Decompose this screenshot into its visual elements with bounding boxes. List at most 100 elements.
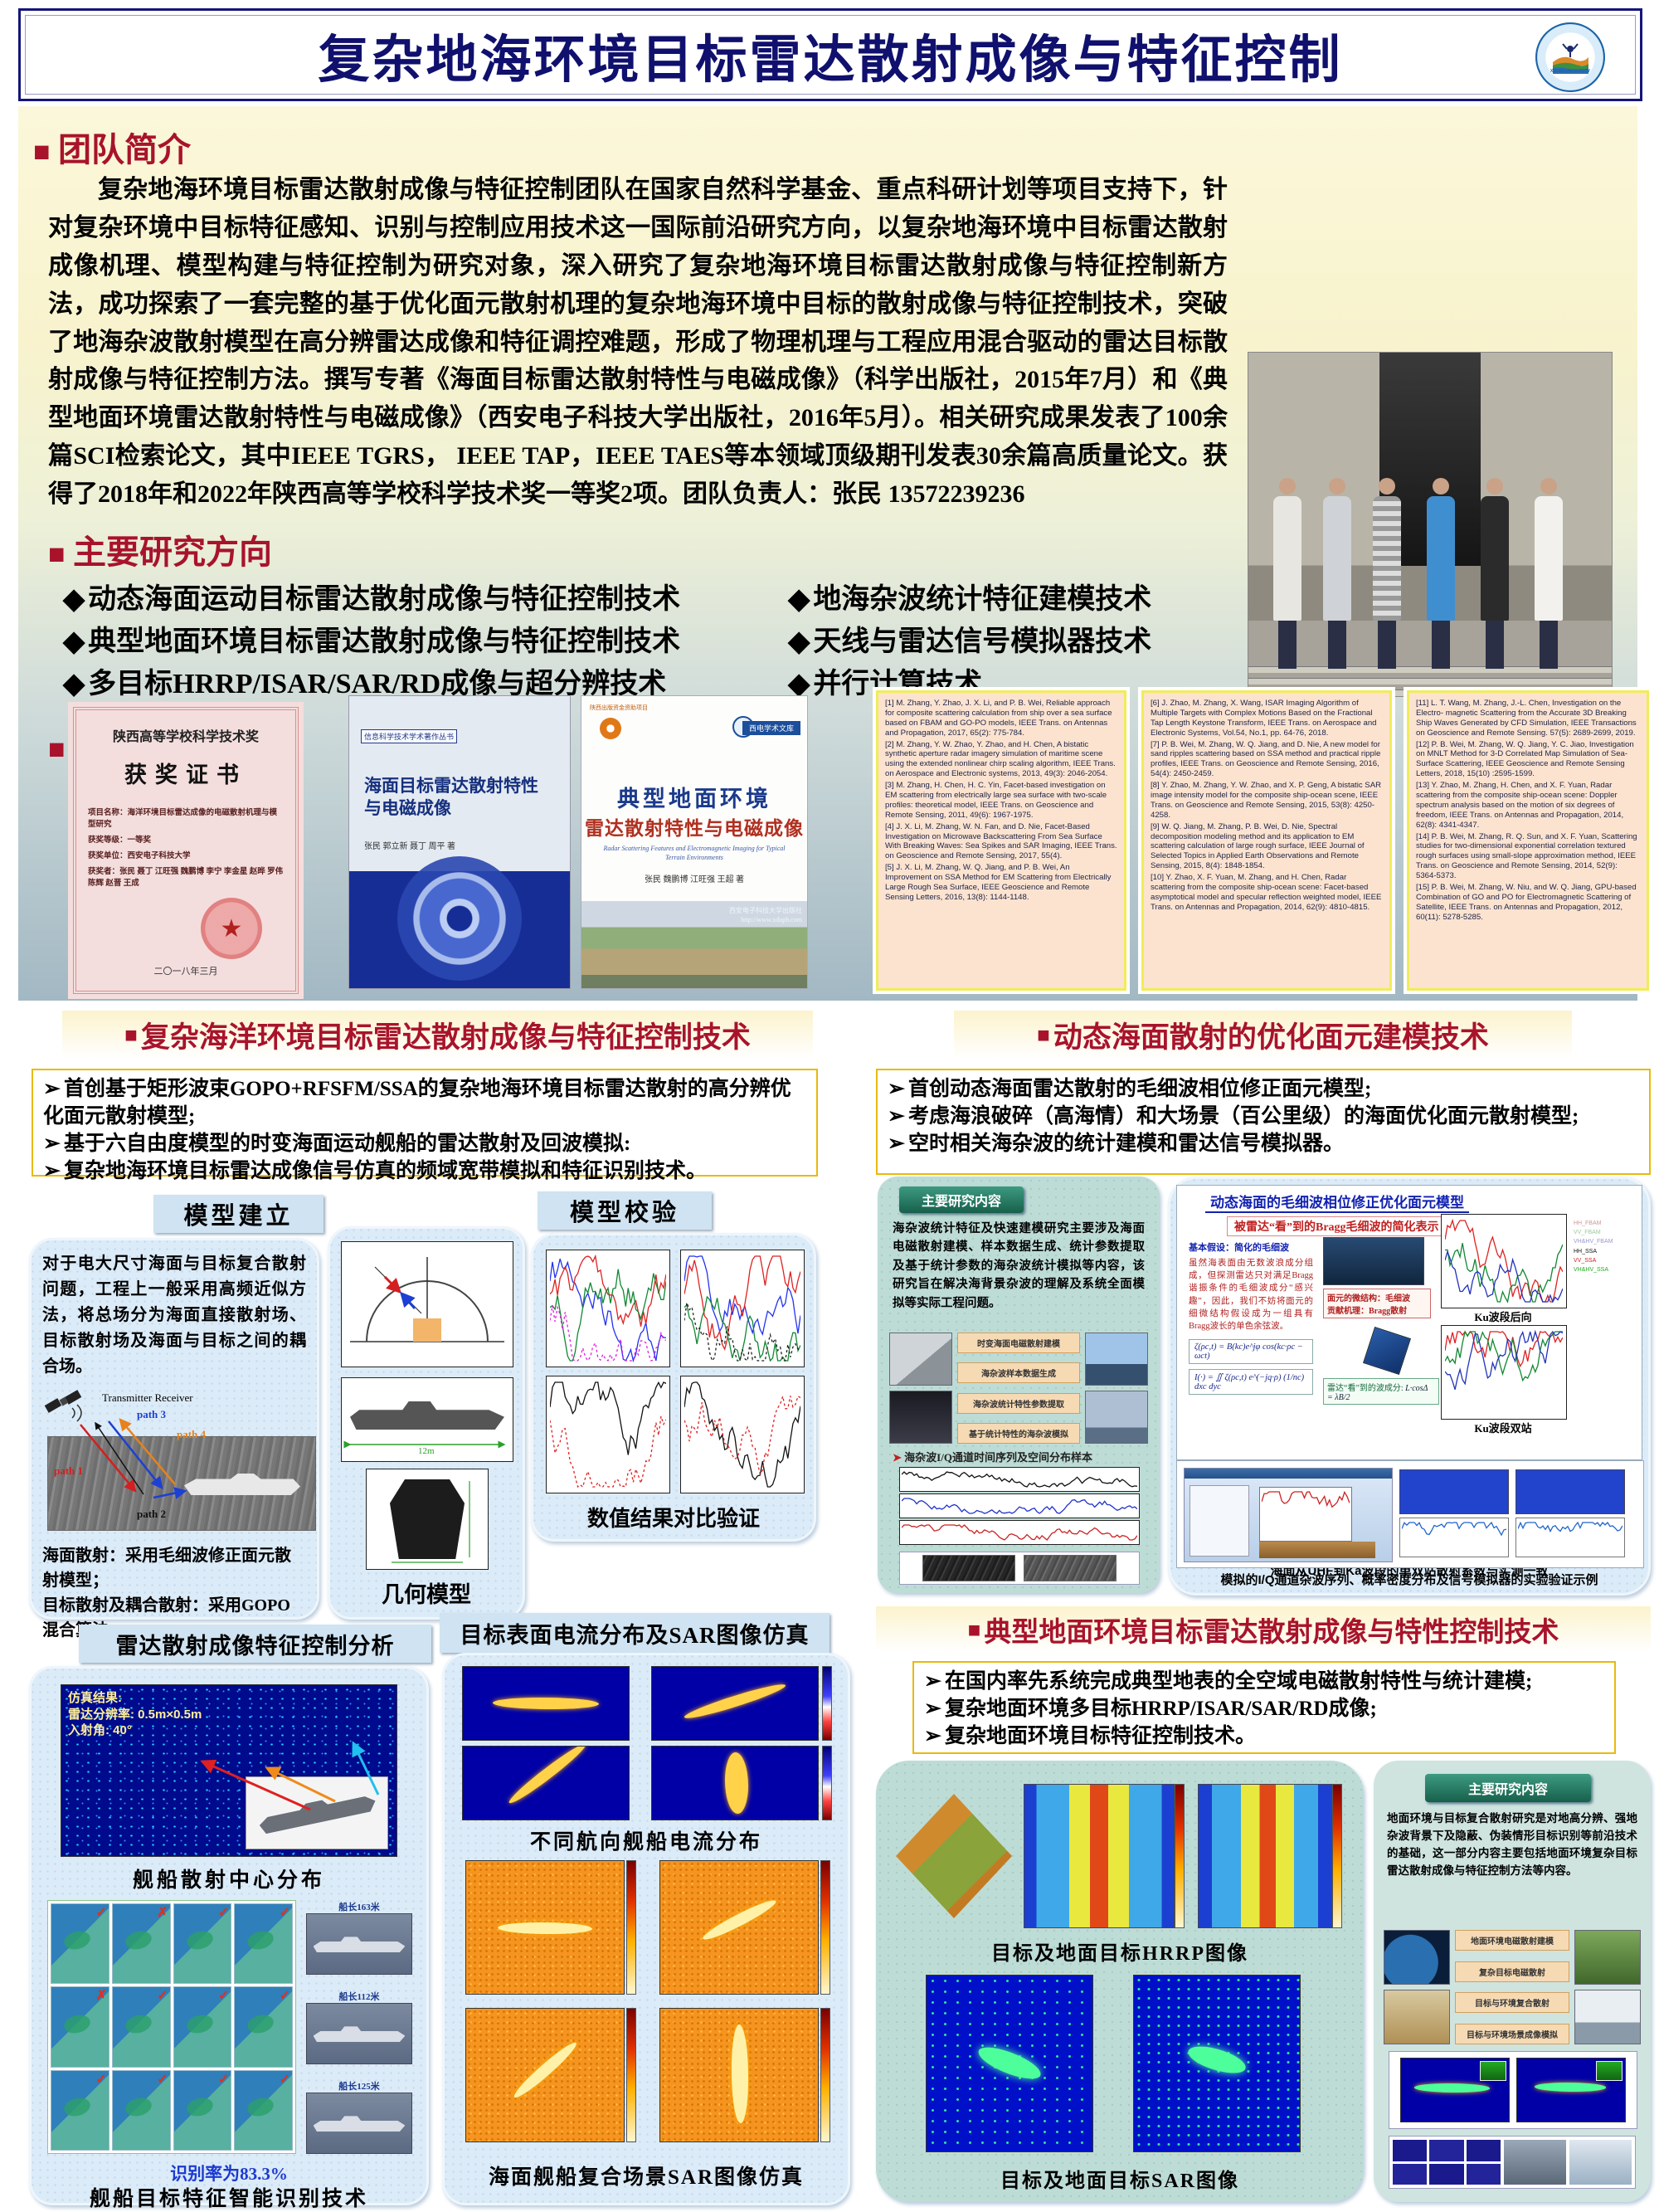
university-logo: XIDIAN UNIVERSITY [1535,22,1605,92]
radar-see-formula: L·cosΔ = λB/2 [1327,1384,1428,1402]
reference: [12] P. B. Wei, M. Zhang, W. Q. Jiang, Y… [1416,739,1634,779]
ka-legend: HH_FBAM VV_FBAM VH&HV_FBAM HH_SSA VV_SSA… [1574,1220,1613,1273]
ku-back-label: Ku波段后向 [1474,1311,1532,1323]
reference: [5] J. X. Li, M. Zhang, W. Q. Jiang, and… [885,863,1112,902]
direction-item: 典型地面环境目标雷达散射成像与特征控制技术 [63,621,680,663]
person [1481,477,1509,669]
sar-sim-2 [659,1860,819,1995]
terrain-3d-image [896,1794,1012,1918]
red-seal-icon: ★ [201,898,262,959]
pdf-plot-1 [1399,1518,1509,1557]
colorbar [822,1746,832,1820]
iq-series-red [899,1520,1140,1545]
colorbar [822,1666,832,1741]
validation-chart-4 [680,1376,805,1493]
simulator-card [1176,1460,1644,1568]
pointer-arrows [200,1741,380,1811]
sea-surface-image [47,1436,316,1531]
ship-profiles: 船长163米 船长112米 船长125米 [306,1900,412,2154]
ground-content-panel: 主要研究内容 地面环境与目标复合散射研究是对地高分辨、强地杂波背景下及隐蔽、伪装… [1374,1761,1651,2202]
flow-step: 海杂波样本数据生成 [957,1362,1080,1384]
header-inner: 复杂地海环境目标雷达散射成像与特征控制 [25,15,1636,95]
bullet: 空时相关海杂波的统计建模和雷达信号模拟器。 [888,1130,1639,1157]
intro-paragraph: 复杂地海环境目标雷达散射成像与特征控制团队在国家自然科学基金、重点科研计划等项目… [48,176,1228,509]
book-series: 信息科学技术学术著作丛书 [361,729,458,743]
ground-sar-caption: 目标及地面目标SAR图像 [1000,2171,1239,2192]
directions-heading: 主要研究方向 [48,525,1613,573]
certificate-line: 获奖等级：一等奖 [88,836,152,845]
iq-series-black [899,1467,1140,1492]
colorbar [1175,1784,1185,1928]
path4-label: path 4 [177,1428,207,1440]
reference: [15] P. B. Wei, M. Zhang, W. Niu, and W.… [1416,883,1637,922]
book-publisher-url: http://www.xduph.com [741,916,802,924]
person [1323,477,1351,669]
facet-model-title: 动态海面的毛细波相位修正优化面元模型 [1205,1191,1469,1213]
book-title-line1: 典型地面环境 [617,787,771,811]
jungle-aircraft-photo [1574,1930,1641,1985]
sea-bullets: 首创基于矩形波束GOPO+RFSFM/SSA的复杂地海环境目标雷达散射的高分辨优… [32,1069,818,1182]
directions-right: 地海杂波统计特征建模技术 天线与雷达信号模拟器技术 并行计算技术 [788,578,1151,705]
clutter-content-panel: 主要研究内容 海杂波统计特征及快速建模研究主要涉及海面电磁散射建模、样本数据生成… [878,1177,1160,1593]
ku-bist-label: Ku波段双站 [1474,1422,1532,1435]
scatter-caption: 舰船散射中心分布 [132,1869,325,1892]
rd-plots-card [1389,2051,1637,2129]
book-title: 海面目标雷达散射特性与电磁成像 [364,776,538,819]
sim-result-line: 雷达分辨率: 0.5m×0.5m [68,1707,202,1722]
recognition-rate: 识别率为83.3% [170,2164,288,2184]
ku-bist-chart [1441,1325,1567,1420]
path-arrows [80,1418,187,1499]
reference: [7] P. B. Wei, M. Zhang, W. Q. Jiang, an… [1151,739,1381,779]
validation-chart-2 [680,1250,805,1367]
content-button: 主要研究内容 [899,1186,1024,1213]
rd-plot-1 [1400,2058,1510,2122]
page-title: 复杂地海环境目标雷达散射成像与特征控制 [318,32,1343,89]
reference: [2] M. Zhang, Y. W. Zhao, Y. Zhao, and H… [885,739,1116,779]
direction-item: 地海杂波统计特征建模技术 [788,578,1151,621]
sim-result-line: 仿真结果: [68,1691,122,1705]
dyn-section-heading: 动态海面散射的优化面元建模技术 [954,1011,1572,1059]
ground-flowchart: 地面环境电磁散射建模 复杂目标电磁散射 目标与环境复合散射 目标与环境场景成像模… [1384,1930,1641,2044]
certificate-award-name: 陕西高等学校科学技术奖 [112,730,259,744]
campus-photo: 西安电子科技大学出版社 http://www.xduph.com [581,901,807,988]
references-column-1: [1] M. Zhang, Y. Zhao, J. X. Li, and P. … [876,690,1126,991]
simulator-caption: 模拟的I/Q通道杂波序列、概率密度分布及信号模拟器的实验验证示例 [1220,1573,1598,1587]
reference: [8] Y. Zhao, M. Zhang, Y. W. Zhao, and X… [1151,781,1382,820]
hemisphere-diagram [341,1241,513,1367]
ship-length-label: 船长163米 [338,1903,380,1912]
colorbar [626,2008,636,2142]
bullet: 基于六自由度模型的时变海面运动舰船的雷达散射及回波模拟: [43,1130,806,1157]
geometry-panel: 12m 几何模型 [328,1226,525,1620]
sea-section-heading: 复杂海洋环境目标雷达散射成像与特征控制技术 [62,1011,813,1059]
validation-panel: 数值结果对比验证 [531,1233,816,1542]
intro-heading: 团队简介 [33,123,191,171]
model-verify-label: 模型校验 [538,1191,712,1230]
facet-model-subtitle: 被雷达“看”到的Bragg毛细波的简化表示 [1227,1216,1447,1236]
isar-photo [889,1391,952,1444]
hrrp-image-1 [1024,1784,1175,1928]
bullet: 首创基于矩形波束GOPO+RFSFM/SSA的复杂地海环境目标雷达散射的高分辨优… [43,1075,806,1130]
ship-length-label: 船长125米 [338,2082,380,2092]
antenna-photo [889,1333,952,1386]
book-subtitle-en: Radar Scattering Features and Electromag… [603,845,786,862]
satellite-earth-photo [1384,1930,1450,1985]
dyn-bullets: 首创动态海面雷达散射的毛细波相位修正面元模型; 考虑海浪破碎（高海情）和大场景（… [876,1069,1651,1175]
direction-item: 天线与雷达信号模拟器技术 [788,621,1151,663]
sar-sim-caption: 海面舰船复合场景SAR图像仿真 [488,2166,804,2189]
bullet: 复杂地面环境多目标HRRP/ISAR/SAR/RD成像; [924,1695,1604,1722]
flow-step: 复杂目标电磁散射 [1455,1961,1569,1982]
references-column-2: [6] J. Zhao, M. Zhang, X. Wang, ISAR Ima… [1141,690,1392,991]
facet-note-2: 贡献机理：Bragg散射 [1327,1307,1408,1316]
grid-cell: ✓ [234,1986,293,2068]
ship-length-label: 船长112米 [338,1992,380,2002]
grid-cell: ✓ [51,2069,109,2151]
reference: [1] M. Zhang, Y. Zhao, J. X. Li, and P. … [885,699,1112,738]
flow-step: 海杂波统计特性参数提取 [957,1392,1080,1414]
logo-text: XIDIAN UNIVERSITY [1550,69,1591,74]
flow-step: 基于统计特性的海杂波模拟 [957,1422,1080,1444]
reference: [6] J. Zhao, M. Zhang, X. Wang, ISAR Ima… [1151,699,1377,738]
flow-step: 地面环境电磁散射建模 [1455,1930,1569,1951]
person [1373,477,1401,669]
sar-sim-1 [465,1860,625,1995]
model-build-panel: 对于电大尺寸海面与目标复合散射问题，工程上一般采用高频近似方法，将总场分为海面直… [29,1238,319,1640]
